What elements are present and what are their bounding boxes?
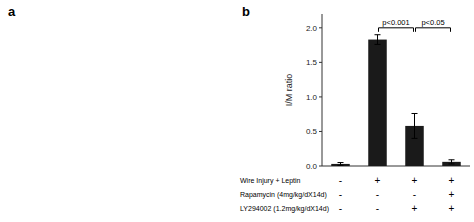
significance-bracket [416,28,451,32]
y-tick-label: 2.0 [306,24,318,33]
y-tick [319,96,322,97]
row-sign: - [339,175,342,186]
y-tick-label: 0.0 [306,162,318,171]
row-sign: + [449,203,455,214]
significance-label: p<0.001 [382,18,409,27]
y-tick [319,62,322,63]
error-bar [338,163,344,166]
row-label: Wire Injury + Leptin [240,177,301,185]
row-sign: + [375,175,381,186]
panel-label: b [242,4,250,19]
row-label: Rapamycin (4mg/kg/dX14d) [240,191,327,199]
y-tick-label: 1.5 [306,58,318,67]
y-tick-label: 0.5 [306,127,318,136]
row-sign: + [412,203,418,214]
error-bar [412,113,418,138]
bar [368,40,387,166]
panel-label: a [8,4,16,19]
significance-bracket [379,28,414,32]
y-tick [319,131,322,132]
row-sign: + [449,175,455,186]
row-sign: - [413,189,416,200]
y-axis-label: I/M ratio [284,74,294,107]
chart: a b 0.0 0.5 1.0 1.5 2.0 I/M ratio p<0.001 p<0.05 W… [0,0,474,222]
plot-marks [331,28,461,166]
significance-label: p<0.05 [421,18,444,27]
row-sign: - [339,189,342,200]
row-label: LY294002 (1.2mg/kg/dX14d) [240,205,329,213]
row-sign: - [376,189,379,200]
background [0,0,474,222]
row-sign: - [339,203,342,214]
y-tick-label: 1.0 [306,93,318,102]
error-bar [449,160,455,164]
row-sign: + [449,189,455,200]
y-tick [319,27,322,28]
y-tick [319,166,322,167]
y-axis [322,14,323,166]
error-bar [375,35,381,45]
row-sign: + [412,175,418,186]
row-sign: - [376,203,379,214]
